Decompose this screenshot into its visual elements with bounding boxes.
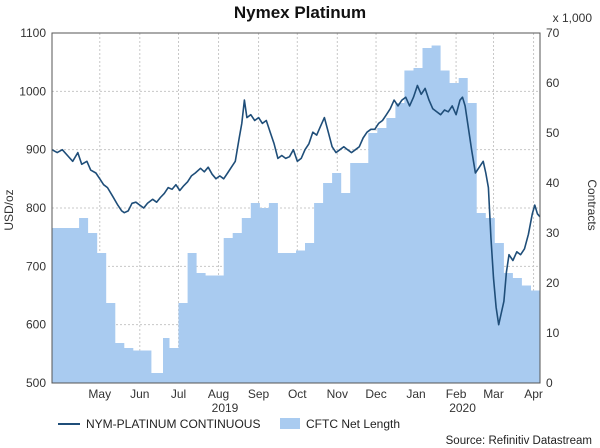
price-line-layer bbox=[51, 84, 541, 326]
right-tick-label: 10 bbox=[546, 326, 560, 340]
legend-area-swatch bbox=[280, 418, 300, 429]
right-tick-label: 0 bbox=[546, 376, 553, 390]
right-tick-label: 30 bbox=[546, 226, 560, 240]
x-tick-label: Dec bbox=[365, 387, 386, 401]
left-tick-label: 1000 bbox=[19, 84, 46, 98]
left-tick-label: 900 bbox=[26, 143, 46, 157]
x-tick-label: Jul bbox=[171, 387, 186, 401]
legend: NYM-PLATINUM CONTINUOUS CFTC Net Length bbox=[58, 417, 400, 431]
plot-frame bbox=[51, 32, 541, 384]
x-tick-label: Jan bbox=[406, 387, 425, 401]
platinum-price-line bbox=[51, 84, 541, 326]
x-tick-label: Oct bbox=[288, 387, 307, 401]
right-tick-label: 40 bbox=[546, 176, 560, 190]
source-note: Source: Refinitiv Datastream bbox=[446, 435, 592, 447]
x-tick-label: Apr bbox=[524, 387, 543, 401]
legend-label-price: NYM-PLATINUM CONTINUOUS bbox=[86, 417, 260, 431]
left-tick-label: 700 bbox=[26, 259, 46, 273]
right-axis-title: Contracts bbox=[585, 179, 599, 230]
legend-label-cftc: CFTC Net Length bbox=[306, 417, 400, 431]
cftc-area-layer bbox=[52, 45, 540, 383]
x-tick-label: Aug bbox=[208, 387, 229, 401]
right-tick-label: 50 bbox=[546, 126, 560, 140]
x-tick-label: Jun bbox=[130, 387, 149, 401]
right-tick-label: 70 bbox=[546, 26, 560, 40]
right-tick-label: 20 bbox=[546, 276, 560, 290]
left-tick-label: 1100 bbox=[20, 26, 46, 40]
left-tick-label: 800 bbox=[26, 201, 46, 215]
right-tick-label: 60 bbox=[546, 76, 560, 90]
left-axis-title: USD/oz bbox=[2, 189, 16, 230]
x-tick-label: Feb bbox=[446, 387, 467, 401]
left-tick-label: 500 bbox=[26, 376, 46, 390]
cftc-net-length-area bbox=[52, 45, 540, 383]
chart-title: Nymex Platinum bbox=[234, 3, 366, 22]
left-tick-label: 600 bbox=[26, 318, 46, 332]
right-axis-unit-note: x 1,000 bbox=[553, 11, 593, 25]
left-axis-ticks: 500 600 700 800 900 1000 1100 bbox=[19, 26, 46, 390]
x-year-label: 2019 bbox=[212, 401, 239, 415]
x-tick-label: Mar bbox=[483, 387, 504, 401]
right-axis-ticks: 0 10 20 30 40 50 60 70 bbox=[546, 26, 560, 390]
plot-border bbox=[51, 32, 541, 384]
x-tick-label: Sep bbox=[248, 387, 270, 401]
x-tick-label: May bbox=[88, 387, 111, 401]
x-year-label: 2020 bbox=[449, 401, 476, 415]
x-axis-ticks: May Jun Jul Aug Sep Oct Nov Dec Jan Feb Mar Apr 2019… bbox=[88, 387, 542, 415]
x-tick-label: Nov bbox=[327, 387, 348, 401]
